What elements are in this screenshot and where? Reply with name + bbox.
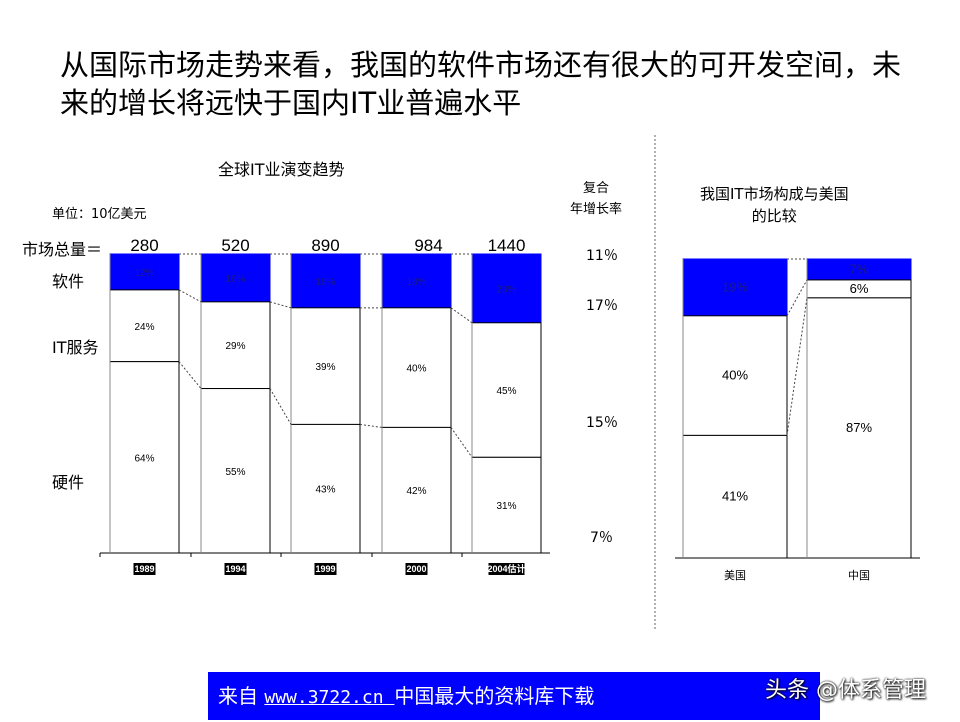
- bar-segment: [682, 258, 788, 317]
- connector-line: [786, 297, 808, 436]
- bar-segment: [381, 253, 452, 309]
- x-tick-box: [488, 563, 525, 575]
- data-label: 39%: [315, 362, 335, 373]
- series-label-hardware: 硬件: [52, 473, 85, 492]
- x-tick-label: 1994: [225, 564, 245, 574]
- x-tick-label: 中国: [848, 569, 870, 582]
- total-value: 984: [414, 236, 442, 255]
- total-value: 1440: [488, 236, 526, 255]
- data-label: 40%: [722, 368, 748, 383]
- bar-segment: [381, 426, 452, 554]
- x-tick-box: [314, 563, 337, 575]
- chart-title-global: 全球IT业演变趋势: [218, 160, 345, 179]
- data-label: 42%: [406, 486, 426, 497]
- series-label-it-services: IT服务: [52, 338, 99, 357]
- total-value: 280: [130, 236, 158, 255]
- footer-prefix: 来自: [218, 684, 265, 708]
- total-label: 市场总量＝: [22, 240, 103, 259]
- data-label: 40%: [406, 364, 426, 375]
- watermark: 头条 @体系管理: [765, 678, 926, 703]
- data-label: 7%: [850, 261, 869, 276]
- bar-segment: [471, 253, 542, 324]
- bar-segment: [806, 297, 912, 559]
- bar-segment: [471, 456, 542, 554]
- connector-line: [178, 361, 202, 389]
- data-label: 43%: [315, 485, 335, 496]
- x-tick-box: [405, 563, 428, 575]
- chart-title-compare: 我国IT市场构成与美国 的比较: [700, 185, 849, 225]
- growth-rate: 11％: [586, 248, 618, 264]
- connector-line: [269, 301, 292, 309]
- bar-segment: [682, 434, 788, 559]
- data-label: 24%: [134, 322, 154, 333]
- bar-segment: [200, 253, 271, 303]
- data-label: 12%: [134, 268, 154, 279]
- growth-rate: 17％: [586, 298, 618, 314]
- data-label: 23%: [496, 284, 516, 295]
- data-label: 55%: [225, 467, 245, 478]
- x-tick-label: 2004估计: [487, 563, 525, 574]
- data-label: 41%: [722, 489, 748, 504]
- connector-line: [178, 289, 202, 303]
- data-label: 31%: [496, 501, 516, 512]
- connector-line: [786, 279, 808, 317]
- bar-segment: [290, 423, 361, 554]
- bar-segment: [381, 307, 452, 428]
- connector-line: [269, 388, 292, 425]
- bar-segment: [200, 301, 271, 390]
- bar-segment: [109, 361, 180, 554]
- slide-title: 从国际市场走势来看，我国的软件市场还有很大的可开发空间，未来的增长将远快于国内I…: [60, 48, 902, 120]
- x-tick-label: 美国: [724, 569, 746, 582]
- bar-segment: [200, 388, 271, 554]
- growth-header: 复合 年增长率: [570, 181, 623, 217]
- x-tick-label: 2000: [406, 564, 426, 574]
- data-label: 45%: [496, 386, 516, 397]
- total-value: 520: [221, 236, 249, 255]
- total-value: 890: [311, 236, 339, 255]
- data-label: 64%: [134, 453, 154, 464]
- footer-link[interactable]: www.3722.cn: [264, 687, 395, 708]
- x-tick-box: [133, 563, 156, 575]
- bar-segment: [109, 289, 180, 363]
- data-label: 29%: [225, 341, 245, 352]
- data-label: 18%: [406, 277, 426, 288]
- data-label: 6%: [850, 281, 869, 296]
- footer-banner: 来自 www.3722.cn 中国最大的资料库下载: [208, 672, 820, 720]
- x-tick-label: 1989: [134, 564, 154, 574]
- connector-line: [450, 427, 473, 458]
- data-label: 18%: [315, 277, 335, 288]
- bar-segment: [471, 322, 542, 458]
- growth-rate: 15％: [586, 415, 618, 431]
- series-label-software: 软件: [52, 272, 85, 291]
- footer-suffix: 中国最大的资料库下载: [394, 684, 595, 708]
- connector-line: [359, 423, 383, 428]
- data-label: 19%: [722, 279, 748, 294]
- growth-rate: 7％: [590, 530, 613, 546]
- bar-segment: [109, 253, 180, 291]
- x-tick-label: 1999: [315, 564, 335, 574]
- data-label: 16%: [225, 274, 245, 285]
- unit-label: 单位：10亿美元: [52, 207, 147, 222]
- connector-line: [450, 307, 473, 324]
- x-tick-box: [224, 563, 247, 575]
- data-label: 87%: [846, 420, 872, 435]
